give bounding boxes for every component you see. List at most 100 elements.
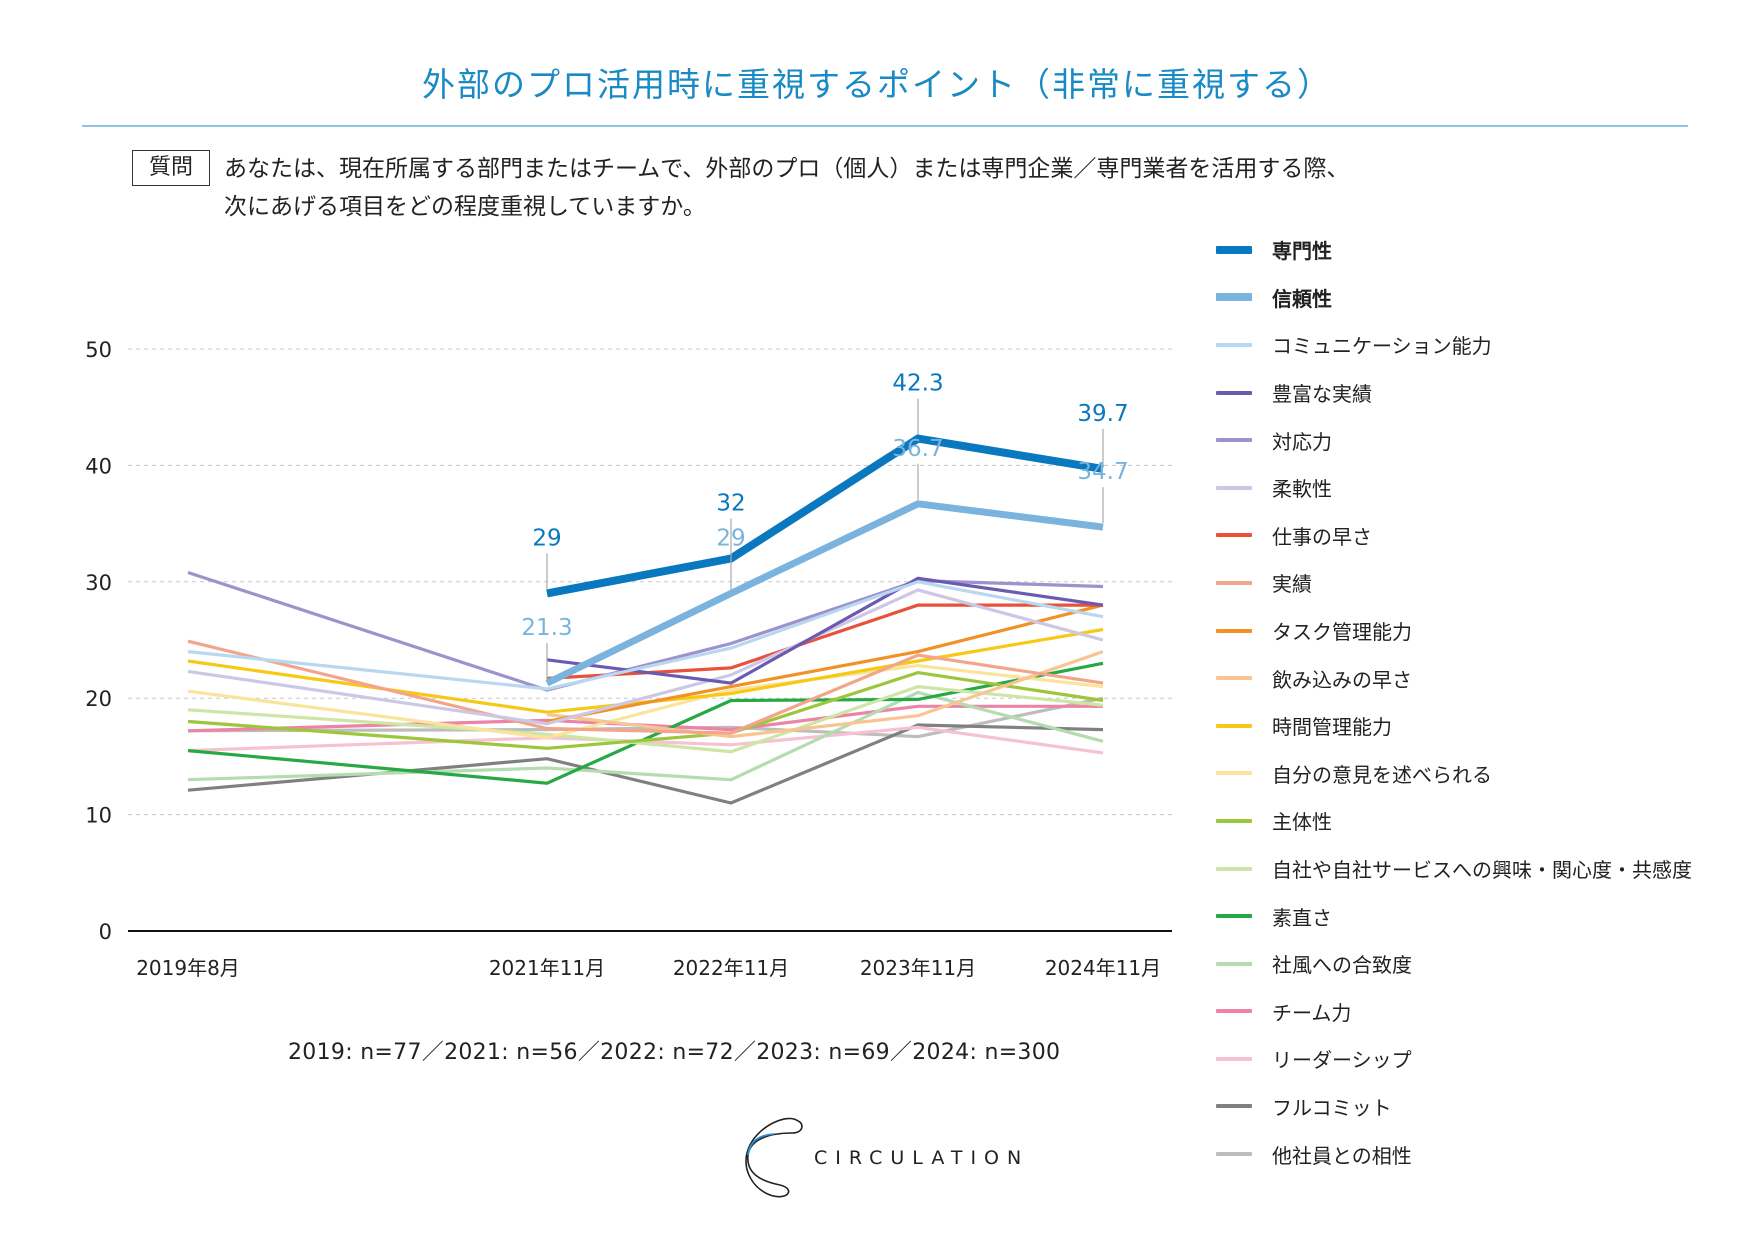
legend-label: 仕事の早さ — [1272, 524, 1372, 549]
legend-swatch — [1216, 390, 1252, 395]
series-line-10 — [187, 627, 1104, 714]
legend-swatch — [1216, 676, 1252, 681]
legend-label: 自社や自社サービスへの興味・関心度・共感度 — [1272, 858, 1692, 883]
title-divider — [82, 125, 1688, 127]
y-tick-label: 20 — [85, 687, 112, 711]
data-label: 42.3 — [892, 371, 943, 397]
x-tick-label: 2021年11月 — [489, 956, 605, 980]
series-line-17 — [187, 725, 1104, 755]
legend-label: 専門性 — [1272, 239, 1332, 264]
circulation-logo: CIRCULATION — [740, 1115, 1029, 1201]
legend-label: リーダーシップ — [1272, 1048, 1412, 1073]
circulation-logo-icon — [745, 1117, 803, 1198]
legend-label: 飲み込みの早さ — [1272, 667, 1412, 692]
legend-item: 豊富な実績 — [1216, 369, 1692, 417]
y-tick-label: 50 — [85, 338, 112, 362]
series-line-0 — [546, 434, 1104, 598]
legend-swatch — [1216, 438, 1252, 443]
y-axis-ticks: 0 10 20 30 40 50 — [85, 338, 112, 944]
legend-item: 実績 — [1216, 559, 1692, 607]
legend-swatch — [1216, 293, 1252, 302]
legend-label: 時間管理能力 — [1272, 715, 1392, 740]
series-line-18 — [187, 723, 1104, 805]
legend-item: 時間管理能力 — [1216, 702, 1692, 750]
legend-label: 豊富な実績 — [1272, 382, 1372, 407]
legend-item: 自分の意見を述べられる — [1216, 750, 1692, 798]
series-line-8 — [546, 603, 1104, 724]
sample-size-note: 2019: n=77／2021: n=56／2022: n=72／2023: n… — [288, 1040, 1061, 1065]
legend-swatch — [1216, 866, 1252, 871]
legend-item: 信頼性 — [1216, 274, 1692, 322]
x-axis-ticks: 2019年8月 2021年11月 2022年11月 2023年11月 2024年11月 — [136, 956, 1161, 980]
legend-item: タスク管理能力 — [1216, 607, 1692, 655]
legend-label: 社風への合致度 — [1272, 953, 1412, 978]
legend-label: 対応力 — [1272, 429, 1332, 454]
x-tick-label: 2023年11月 — [860, 956, 976, 980]
legend-swatch — [1216, 245, 1252, 254]
legend-label: タスク管理能力 — [1272, 620, 1412, 645]
legend-label: 素直さ — [1272, 905, 1332, 930]
logo-wordmark: CIRCULATION — [814, 1147, 1030, 1169]
series-line-11 — [187, 663, 1104, 740]
question-line-2: 次にあげる項目をどの程度重視していますか。 — [224, 194, 706, 220]
question-text: あなたは、現在所属する部門またはチームで、外部のプロ（個人）または専門企業／専門… — [224, 150, 1349, 226]
legend-label: 自分の意見を述べられる — [1272, 762, 1492, 787]
y-tick-label: 0 — [99, 920, 112, 944]
series-line-19 — [187, 696, 1104, 739]
legend-item: 素直さ — [1216, 892, 1692, 940]
y-tick-label: 30 — [85, 571, 112, 595]
series-line-7 — [187, 639, 1104, 735]
legend-label: フルコミット — [1272, 1095, 1392, 1120]
y-tick-label: 40 — [85, 454, 112, 478]
data-label: 36.7 — [892, 436, 943, 462]
series-lines — [187, 434, 1104, 805]
data-labels: 29 32 42.3 39.7 21.3 29 36.7 34.7 — [521, 371, 1129, 680]
legend-swatch — [1216, 914, 1252, 919]
gridlines — [128, 348, 1172, 932]
legend-swatch — [1216, 1152, 1252, 1157]
legend-item: 自社や自社サービスへの興味・関心度・共感度 — [1216, 845, 1692, 893]
legend: 専門性信頼性コミュニケーション能力豊富な実績対応力柔軟性仕事の早さ実績タスク管理… — [1216, 226, 1692, 1178]
legend-item: チーム力 — [1216, 988, 1692, 1036]
series-line-14 — [187, 661, 1104, 785]
legend-item: 飲み込みの早さ — [1216, 654, 1692, 702]
series-line-3 — [546, 576, 1104, 685]
legend-item: 専門性 — [1216, 226, 1692, 274]
data-label: 34.7 — [1077, 459, 1128, 485]
legend-swatch — [1216, 961, 1252, 966]
legend-swatch — [1216, 628, 1252, 633]
legend-swatch — [1216, 533, 1252, 538]
legend-item: 対応力 — [1216, 416, 1692, 464]
legend-label: 柔軟性 — [1272, 477, 1332, 502]
series-line-1 — [545, 500, 1104, 687]
legend-label: 信頼性 — [1272, 286, 1332, 311]
legend-item: 主体性 — [1216, 797, 1692, 845]
legend-item: フルコミット — [1216, 1083, 1692, 1131]
legend-swatch — [1216, 1056, 1252, 1061]
series-line-2 — [187, 580, 1104, 691]
legend-swatch — [1216, 342, 1252, 347]
legend-swatch — [1216, 818, 1252, 823]
x-tick-label: 2024年11月 — [1045, 956, 1161, 980]
legend-item: 他社員との相性 — [1216, 1130, 1692, 1178]
legend-label: 他社員との相性 — [1272, 1143, 1412, 1168]
series-line-4 — [187, 570, 1104, 692]
data-label: 29 — [532, 525, 561, 551]
legend-item: 柔軟性 — [1216, 464, 1692, 512]
data-label: 32 — [716, 491, 745, 517]
x-tick-label: 2019年8月 — [136, 956, 240, 980]
legend-item: 仕事の早さ — [1216, 512, 1692, 560]
data-label: 29 — [716, 525, 745, 551]
x-tick-label: 2022年11月 — [673, 956, 789, 980]
legend-label: チーム力 — [1272, 1000, 1352, 1025]
data-label: 39.7 — [1077, 401, 1128, 427]
series-line-6 — [546, 603, 1103, 680]
legend-item: リーダーシップ — [1216, 1035, 1692, 1083]
legend-item: 社風への合致度 — [1216, 940, 1692, 988]
legend-item: コミュニケーション能力 — [1216, 321, 1692, 369]
question-line-1: あなたは、現在所属する部門またはチームで、外部のプロ（個人）または専門企業／専門… — [224, 156, 1350, 182]
series-line-5 — [187, 588, 1104, 726]
legend-swatch — [1216, 771, 1252, 776]
legend-swatch — [1216, 580, 1252, 585]
